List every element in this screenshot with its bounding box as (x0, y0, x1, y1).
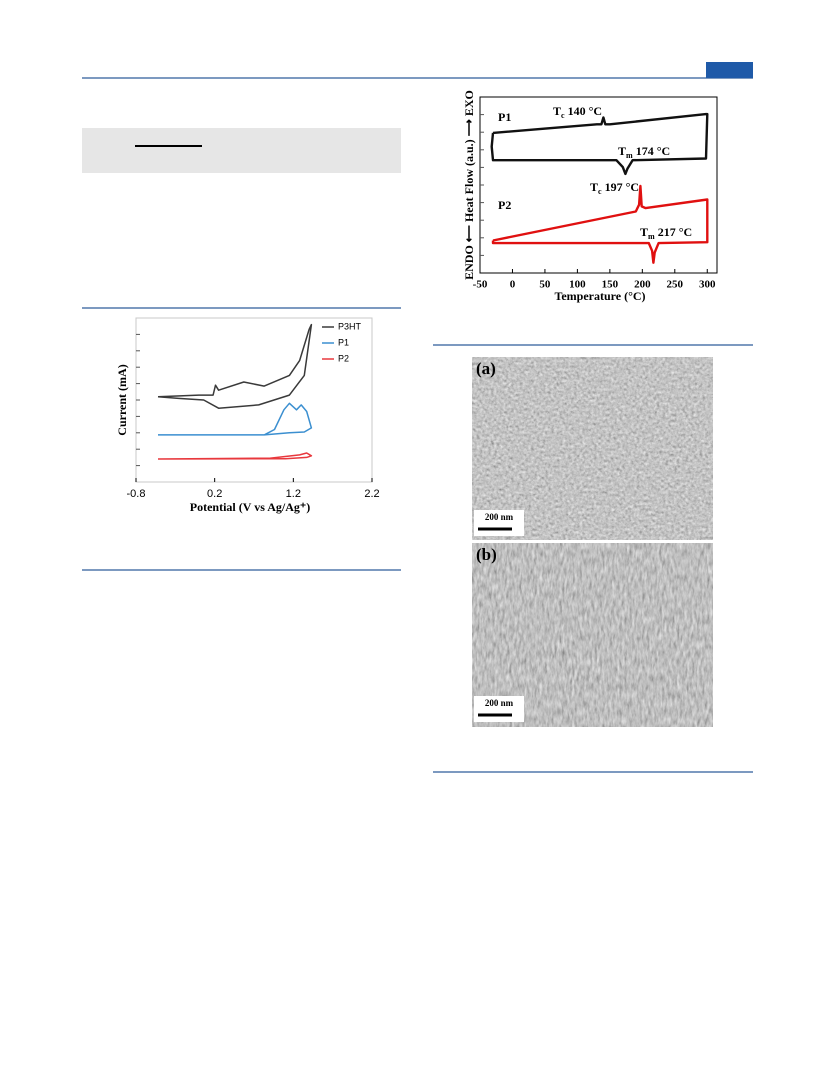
x-tick-label: 200 (634, 279, 651, 291)
annotation-sub: m (648, 232, 655, 241)
series-label: P2 (498, 198, 511, 212)
series-line (157, 452, 313, 460)
panel-label: (b) (476, 545, 497, 564)
series-line (491, 184, 709, 264)
legend-label: P2 (338, 353, 349, 363)
series-line (158, 402, 313, 436)
gray-box (82, 128, 401, 173)
annotation-text: 217 °C (655, 225, 692, 239)
x-tick-label: -50 (473, 279, 488, 291)
annotation-symbol: T (553, 104, 561, 118)
legend-label: P1 (338, 337, 349, 347)
y-axis-label: ENDO ⟵ Heat Flow (a.u.) ⟶ EXO (462, 90, 476, 280)
x-tick-label: 0 (510, 279, 516, 291)
annotation-text: 174 °C (633, 144, 670, 158)
annotation-sub: c (598, 187, 602, 196)
annotation: Tc 140 °C (553, 104, 602, 120)
x-axis-label: Potential (V vs Ag/Ag⁺) (190, 500, 310, 514)
annotation-sub: m (626, 151, 633, 160)
x-tick-label: 0.2 (207, 488, 222, 500)
scale-box (474, 696, 524, 722)
scale-box (474, 510, 524, 536)
x-tick-label: 300 (699, 279, 716, 291)
annotation-symbol: T (640, 225, 648, 239)
scale-label: 200 nm (485, 698, 514, 708)
x-tick-label: 2.2 (364, 488, 379, 500)
series-line (490, 112, 709, 176)
plot-frame (135, 317, 373, 483)
x-tick-label: 50 (539, 279, 551, 291)
annotation-symbol: T (590, 180, 598, 194)
series-line (157, 323, 313, 409)
x-tick-label: 1.2 (286, 488, 301, 500)
x-tick-label: 150 (602, 279, 619, 291)
annotation: Tm 174 °C (618, 144, 670, 160)
annotation: Tc 197 °C (590, 180, 639, 196)
legend-label: P3HT (338, 321, 362, 331)
x-tick-label: -0.8 (127, 488, 146, 500)
annotation-text: 140 °C (565, 104, 602, 118)
annotation: Tm 217 °C (640, 225, 692, 241)
tem-image (472, 357, 713, 540)
annotation-text: 197 °C (602, 180, 639, 194)
annotation-symbol: T (618, 144, 626, 158)
series-label: P1 (498, 110, 511, 124)
annotation-sub: c (561, 111, 565, 120)
x-tick-label: 250 (667, 279, 684, 291)
x-tick-label: 100 (569, 279, 586, 291)
y-axis-label: Current (mA) (115, 364, 129, 435)
x-axis-label: Temperature (°C) (554, 289, 645, 303)
scale-label: 200 nm (485, 512, 514, 522)
panel-label: (a) (476, 359, 496, 378)
header-tab (706, 62, 753, 78)
